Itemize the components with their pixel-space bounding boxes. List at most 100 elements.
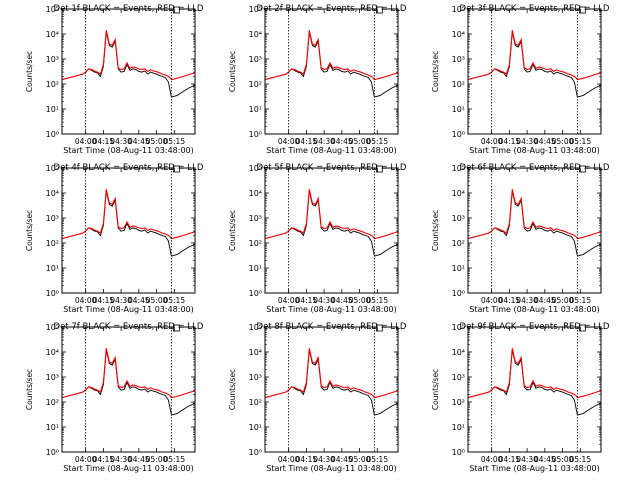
x-tick-label: 04:15: [296, 137, 318, 146]
x-tick-label: 04:30: [110, 455, 132, 464]
plot-frame: [467, 167, 602, 294]
x-tick-label: 04:30: [516, 137, 538, 146]
y-tick-label: 10⁴: [452, 348, 465, 357]
plot-frame: [467, 326, 602, 453]
x-tick-label: 04:30: [110, 137, 132, 146]
y-tick-label: 10⁰: [249, 448, 262, 457]
y-tick-label: 10⁵: [249, 323, 262, 332]
y-axis-label: Counts/sec: [228, 210, 237, 251]
y-tick-label: 10⁴: [452, 30, 465, 39]
end-marker-box: [375, 165, 383, 173]
x-tick-label: 04:45: [534, 455, 556, 464]
y-tick-label: 10⁰: [46, 289, 59, 298]
plot-frame: [467, 8, 602, 135]
x-axis-label: Start Time (08-Aug-11 03:48:00): [63, 146, 194, 155]
x-tick-label: 04:45: [128, 455, 150, 464]
detector-panel-4: 10⁰10¹10²10³10⁴10⁵04:0004:1504:3004:4505…: [25, 163, 204, 314]
x-tick-label: 05:00: [146, 296, 168, 305]
y-axis-label: Counts/sec: [25, 51, 34, 92]
events-series-line: [62, 190, 195, 257]
lld-series-line: [468, 348, 601, 399]
detector-panel-5: 10⁰10¹10²10³10⁴10⁵04:0004:1504:3004:4505…: [228, 163, 407, 314]
x-tick-label: 04:45: [128, 296, 150, 305]
end-marker-box: [172, 324, 180, 332]
x-axis-label: Start Time (08-Aug-11 03:48:00): [63, 305, 194, 314]
x-tick-label: 04:30: [110, 296, 132, 305]
events-series-line: [62, 31, 195, 98]
x-tick-label: 05:15: [569, 455, 591, 464]
y-tick-label: 10²: [452, 398, 465, 407]
detector-panel-3: 10⁰10¹10²10³10⁴10⁵04:0004:1504:3004:4505…: [431, 4, 610, 155]
y-tick-label: 10¹: [452, 423, 465, 432]
y-tick-label: 10⁰: [452, 130, 465, 139]
lld-series-line: [265, 348, 398, 399]
panel-title: Det 3f BLACK = Events, RED = LLD: [460, 4, 610, 14]
x-tick-label: 05:00: [349, 455, 371, 464]
lld-series-line: [62, 348, 195, 399]
y-tick-label: 10⁴: [249, 30, 262, 39]
x-tick-label: 05:00: [146, 137, 168, 146]
y-tick-label: 10⁵: [249, 164, 262, 173]
x-tick-label: 04:15: [499, 455, 521, 464]
x-tick-label: 05:00: [349, 296, 371, 305]
y-axis-label: Counts/sec: [228, 369, 237, 410]
x-tick-label: 04:45: [534, 296, 556, 305]
y-tick-label: 10⁵: [452, 164, 465, 173]
x-tick-label: 04:00: [481, 296, 503, 305]
x-tick-label: 05:15: [366, 296, 388, 305]
x-tick-label: 05:00: [552, 137, 574, 146]
y-axis-label: Counts/sec: [431, 369, 440, 410]
y-tick-label: 10⁵: [452, 323, 465, 332]
x-tick-label: 05:15: [366, 455, 388, 464]
panel-title: Det 9f BLACK = Events, RED = LLD: [460, 322, 610, 332]
y-tick-label: 10⁰: [452, 448, 465, 457]
lld-series-line: [265, 189, 398, 240]
plot-frame: [264, 326, 399, 453]
x-tick-label: 04:30: [313, 455, 335, 464]
y-axis-label: Counts/sec: [25, 369, 34, 410]
x-axis-label: Start Time (08-Aug-11 03:48:00): [266, 464, 397, 473]
end-marker-box: [375, 324, 383, 332]
panel-title: Det 5f BLACK = Events, RED = LLD: [257, 163, 407, 173]
y-tick-label: 10⁰: [249, 130, 262, 139]
y-tick-label: 10⁴: [46, 189, 59, 198]
y-tick-label: 10¹: [249, 264, 262, 273]
x-tick-label: 05:00: [552, 296, 574, 305]
x-tick-label: 04:15: [93, 296, 115, 305]
detector-panel-2: 10⁰10¹10²10³10⁴10⁵04:0004:1504:3004:4505…: [228, 4, 407, 155]
y-tick-label: 10¹: [46, 423, 59, 432]
y-tick-label: 10⁵: [452, 5, 465, 14]
x-tick-label: 05:15: [163, 296, 185, 305]
detector-panel-7: 10⁰10¹10²10³10⁴10⁵04:0004:1504:3004:4505…: [25, 322, 204, 473]
x-tick-label: 04:45: [331, 296, 353, 305]
x-tick-label: 05:15: [163, 137, 185, 146]
y-tick-label: 10⁰: [46, 448, 59, 457]
detector-panel-1: 10⁰10¹10²10³10⁴10⁵04:0004:1504:3004:4505…: [25, 4, 204, 155]
plot-frame: [61, 8, 196, 135]
x-tick-label: 04:00: [75, 455, 97, 464]
y-tick-label: 10⁴: [452, 189, 465, 198]
y-tick-label: 10¹: [249, 423, 262, 432]
y-tick-label: 10³: [452, 373, 465, 382]
events-series-line: [468, 31, 601, 98]
plot-frame: [264, 8, 399, 135]
x-tick-label: 04:15: [296, 296, 318, 305]
y-tick-label: 10²: [46, 239, 59, 248]
y-tick-label: 10³: [452, 55, 465, 64]
x-tick-label: 04:00: [481, 455, 503, 464]
end-marker-box: [578, 165, 586, 173]
events-series-line: [62, 349, 195, 416]
y-tick-label: 10⁴: [249, 189, 262, 198]
x-axis-label: Start Time (08-Aug-11 03:48:00): [469, 464, 600, 473]
detector-panel-8: 10⁰10¹10²10³10⁴10⁵04:0004:1504:3004:4505…: [228, 322, 407, 473]
x-tick-label: 05:15: [366, 137, 388, 146]
y-tick-label: 10²: [249, 398, 262, 407]
x-tick-label: 04:45: [534, 137, 556, 146]
panel-title: Det 6f BLACK = Events, RED = LLD: [460, 163, 610, 173]
y-tick-label: 10¹: [452, 264, 465, 273]
x-tick-label: 05:15: [569, 137, 591, 146]
lld-series-line: [468, 30, 601, 81]
y-tick-label: 10⁰: [46, 130, 59, 139]
x-tick-label: 04:00: [481, 137, 503, 146]
